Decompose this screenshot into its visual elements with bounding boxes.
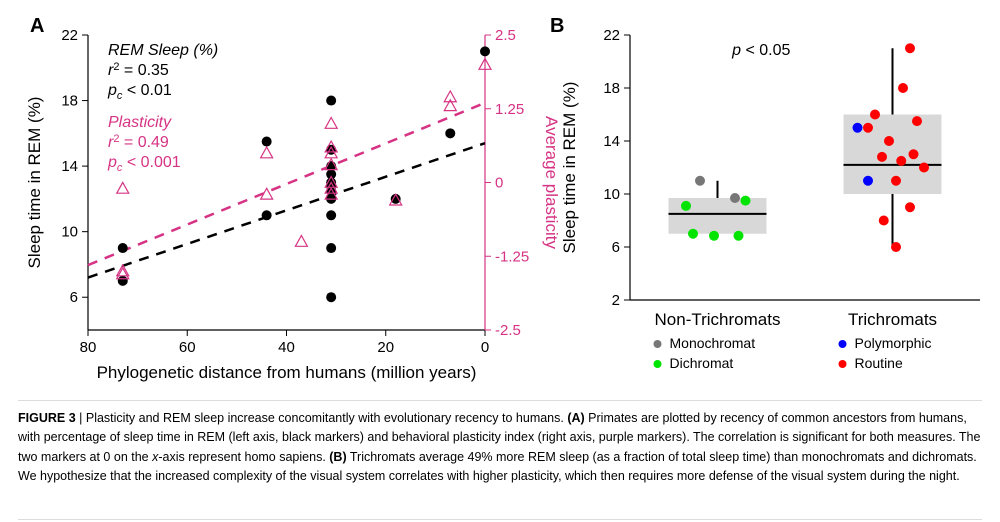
charts-area: A 80 60 40 20 0 6 10 14 18 22 -2.5 -1.25 0 1.25 2.5 Phyl… — [0, 10, 1000, 390]
svg-text:40: 40 — [278, 339, 295, 356]
svg-text:Polymorphic: Polymorphic — [855, 335, 932, 351]
svg-text:20: 20 — [377, 339, 394, 356]
svg-text:10: 10 — [603, 186, 620, 203]
svg-text:-2.5: -2.5 — [495, 322, 521, 339]
data-point — [877, 152, 887, 162]
svg-text:0: 0 — [481, 339, 489, 356]
rem-point — [445, 128, 455, 138]
rem-point — [326, 96, 336, 106]
svg-text:60: 60 — [179, 339, 196, 356]
rem-point — [118, 276, 128, 286]
rem-point — [262, 137, 272, 147]
rem-point — [326, 210, 336, 220]
data-point — [870, 110, 880, 120]
figure-container: A 80 60 40 20 0 6 10 14 18 22 -2.5 -1.25 0 1.25 2.5 Phyl… — [0, 0, 1000, 522]
figure-number: FIGURE 3 — [18, 411, 76, 425]
svg-text:Dichromat: Dichromat — [670, 355, 734, 371]
svg-text:B: B — [550, 15, 564, 37]
rem-point — [118, 243, 128, 253]
data-point — [709, 231, 719, 241]
data-point — [891, 176, 901, 186]
svg-text:REM Sleep (%): REM Sleep (%) — [108, 42, 218, 59]
data-point — [919, 163, 929, 173]
data-point — [863, 176, 873, 186]
panel-b: B 2 6 10 14 18 22 Sleep time in REM (%) Non-Tric… — [540, 10, 1000, 390]
svg-text:A: A — [30, 15, 44, 37]
svg-text:Trichromats: Trichromats — [848, 310, 937, 329]
data-point — [879, 216, 889, 226]
rem-point — [326, 243, 336, 253]
svg-text:r2 = 0.35: r2 = 0.35 — [108, 61, 169, 79]
svg-text:0: 0 — [495, 175, 503, 192]
plasticity-point — [261, 147, 273, 158]
data-point — [912, 116, 922, 126]
svg-text:22: 22 — [61, 27, 78, 44]
panel-a: A 80 60 40 20 0 6 10 14 18 22 -2.5 -1.25 0 1.25 2.5 Phyl… — [20, 10, 560, 390]
data-point — [863, 123, 873, 133]
svg-text:18: 18 — [603, 80, 620, 97]
plasticity-point — [325, 118, 337, 129]
svg-text:p < 0.05: p < 0.05 — [731, 42, 790, 59]
svg-text:Monochromat: Monochromat — [670, 335, 756, 351]
svg-text:14: 14 — [603, 133, 620, 150]
svg-text:Routine: Routine — [855, 355, 903, 371]
plasticity-point — [295, 236, 307, 247]
rem-point — [480, 46, 490, 56]
data-point — [695, 176, 705, 186]
svg-text:Sleep time in REM (%): Sleep time in REM (%) — [25, 97, 44, 269]
data-point — [896, 156, 906, 166]
svg-text:6: 6 — [612, 239, 620, 256]
data-point — [905, 202, 915, 212]
svg-text:-1.25: -1.25 — [495, 248, 529, 265]
svg-text:22: 22 — [603, 27, 620, 44]
svg-text:1.25: 1.25 — [495, 101, 524, 118]
svg-text:Sleep time in REM (%): Sleep time in REM (%) — [560, 82, 579, 254]
svg-text:pc < 0.01: pc < 0.01 — [107, 82, 172, 102]
data-point — [898, 83, 908, 93]
rem-point — [262, 210, 272, 220]
svg-text:14: 14 — [61, 158, 78, 175]
rem-point — [326, 292, 336, 302]
data-point — [853, 123, 863, 133]
svg-text:2: 2 — [612, 292, 620, 309]
data-point — [909, 149, 919, 159]
data-point — [741, 196, 751, 206]
svg-text:r2 = 0.49: r2 = 0.49 — [108, 133, 169, 151]
data-point — [734, 231, 744, 241]
svg-text:18: 18 — [61, 93, 78, 110]
svg-text:10: 10 — [61, 224, 78, 241]
svg-text:2.5: 2.5 — [495, 27, 516, 44]
svg-text:Phylogenetic distance from hum: Phylogenetic distance from humans (milli… — [97, 363, 477, 382]
data-point — [905, 43, 915, 53]
figure-caption: FIGURE 3 | Plasticity and REM sleep incr… — [18, 400, 982, 520]
data-point — [730, 193, 740, 203]
data-point — [884, 136, 894, 146]
svg-text:80: 80 — [80, 339, 97, 356]
svg-text:6: 6 — [70, 289, 78, 306]
data-point — [891, 242, 901, 252]
svg-text:Plasticity: Plasticity — [108, 114, 172, 131]
plasticity-point — [117, 182, 129, 193]
svg-text:pc < 0.001: pc < 0.001 — [107, 154, 181, 174]
data-point — [681, 201, 691, 211]
data-point — [688, 229, 698, 239]
svg-text:Non-Trichromats: Non-Trichromats — [655, 310, 781, 329]
